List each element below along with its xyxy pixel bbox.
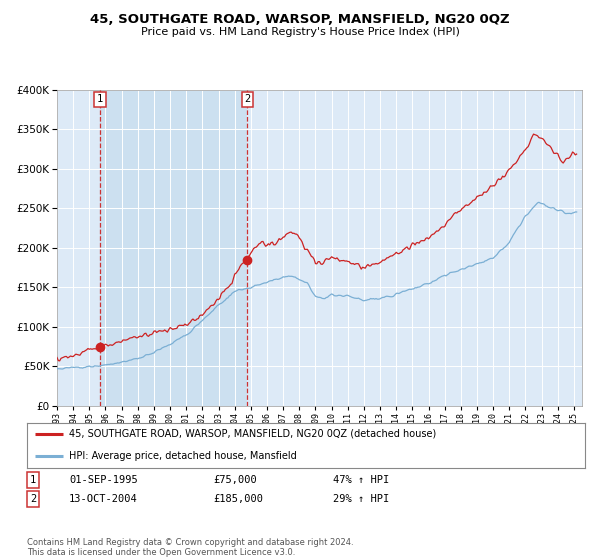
Text: 47% ↑ HPI: 47% ↑ HPI [333,475,389,484]
Text: 2: 2 [244,94,251,104]
Text: 45, SOUTHGATE ROAD, WARSOP, MANSFIELD, NG20 0QZ: 45, SOUTHGATE ROAD, WARSOP, MANSFIELD, N… [90,13,510,26]
Text: 29% ↑ HPI: 29% ↑ HPI [333,494,389,504]
Bar [57,90,100,406]
Text: 45, SOUTHGATE ROAD, WARSOP, MANSFIELD, NG20 0QZ (detached house): 45, SOUTHGATE ROAD, WARSOP, MANSFIELD, N… [69,429,436,439]
Text: 1: 1 [30,475,36,484]
Bar [57,90,100,406]
Text: £75,000: £75,000 [213,475,257,484]
Text: Price paid vs. HM Land Registry's House Price Index (HPI): Price paid vs. HM Land Registry's House … [140,27,460,37]
Bar [247,90,582,406]
Text: 2: 2 [30,494,36,504]
Bar [100,90,247,406]
Bar [247,90,582,406]
Text: 01-SEP-1995: 01-SEP-1995 [69,475,138,484]
Text: HPI: Average price, detached house, Mansfield: HPI: Average price, detached house, Mans… [69,451,296,461]
Text: 13-OCT-2004: 13-OCT-2004 [69,494,138,504]
Text: Contains HM Land Registry data © Crown copyright and database right 2024.
This d: Contains HM Land Registry data © Crown c… [27,538,353,557]
Text: £185,000: £185,000 [213,494,263,504]
Text: 1: 1 [97,94,103,104]
